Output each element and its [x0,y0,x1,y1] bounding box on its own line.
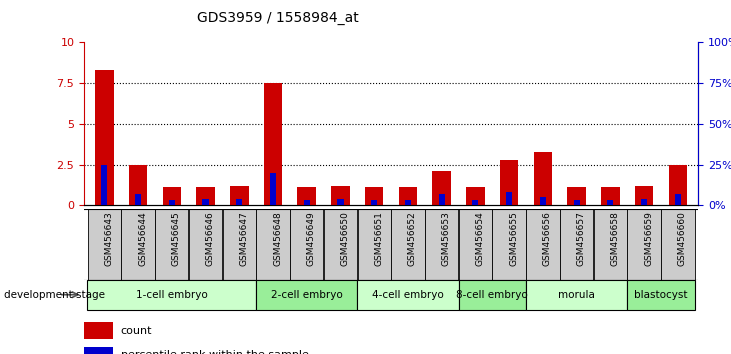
FancyBboxPatch shape [526,280,627,310]
FancyBboxPatch shape [357,280,458,310]
FancyBboxPatch shape [458,280,526,310]
FancyBboxPatch shape [627,280,694,310]
Bar [635,186,654,205]
Bar [466,187,485,205]
Bar [371,200,377,205]
Bar [675,194,681,205]
FancyBboxPatch shape [459,209,492,280]
Text: GSM456653: GSM456653 [442,211,451,266]
Text: GDS3959 / 1558984_at: GDS3959 / 1558984_at [197,11,359,25]
Bar [202,199,208,205]
Text: 1-cell embryo: 1-cell embryo [136,290,208,300]
FancyBboxPatch shape [391,209,425,280]
FancyBboxPatch shape [121,209,155,280]
FancyBboxPatch shape [88,280,256,310]
FancyBboxPatch shape [189,209,222,280]
FancyBboxPatch shape [155,209,189,280]
Text: GSM456647: GSM456647 [239,211,249,266]
Text: GSM456646: GSM456646 [205,211,214,266]
Bar [264,83,282,205]
Text: GSM456644: GSM456644 [138,211,147,266]
Text: development stage: development stage [4,290,105,300]
Bar [162,187,181,205]
Bar [338,199,344,205]
FancyBboxPatch shape [357,209,391,280]
Text: GSM456659: GSM456659 [644,211,653,266]
Text: GSM456656: GSM456656 [543,211,552,266]
Text: GSM456655: GSM456655 [510,211,518,266]
Bar [95,70,113,205]
Bar [135,194,141,205]
Text: 8-cell embryo: 8-cell embryo [456,290,529,300]
Bar [236,199,242,205]
FancyBboxPatch shape [324,209,357,280]
Text: morula: morula [558,290,595,300]
FancyBboxPatch shape [493,209,526,280]
Bar [433,171,451,205]
Bar [298,187,316,205]
Bar [574,200,580,205]
Bar [500,160,518,205]
Bar [506,192,512,205]
Text: GSM456645: GSM456645 [172,211,181,266]
FancyBboxPatch shape [526,209,560,280]
FancyBboxPatch shape [627,209,661,280]
FancyBboxPatch shape [256,280,357,310]
Bar [102,165,107,205]
Bar [472,200,479,205]
Text: GSM456658: GSM456658 [610,211,619,266]
Bar [365,187,384,205]
Text: GSM456649: GSM456649 [307,211,316,266]
Text: 4-cell embryo: 4-cell embryo [372,290,444,300]
Text: blastocyst: blastocyst [635,290,688,300]
Text: GSM456654: GSM456654 [475,211,485,266]
Bar [169,200,175,205]
FancyBboxPatch shape [425,209,458,280]
Bar [567,187,586,205]
Bar [270,173,276,205]
Bar [398,187,417,205]
Bar [439,194,444,205]
FancyBboxPatch shape [661,209,694,280]
Bar [129,165,148,205]
Text: GSM456651: GSM456651 [374,211,383,266]
Text: GSM456657: GSM456657 [577,211,586,266]
FancyBboxPatch shape [290,209,323,280]
Bar [534,152,552,205]
Bar [540,197,546,205]
Text: GSM456648: GSM456648 [273,211,282,266]
Bar [230,186,249,205]
FancyBboxPatch shape [594,209,627,280]
FancyBboxPatch shape [88,209,121,280]
Text: percentile rank within the sample: percentile rank within the sample [121,350,308,354]
Bar [196,187,215,205]
Bar [641,199,647,205]
Text: GSM456650: GSM456650 [341,211,349,266]
Text: 2-cell embryo: 2-cell embryo [271,290,343,300]
FancyBboxPatch shape [560,209,594,280]
FancyBboxPatch shape [257,209,289,280]
Text: count: count [121,326,152,336]
Bar [607,200,613,205]
Bar [405,200,411,205]
Bar [601,187,620,205]
Bar [84,347,113,354]
Text: GSM456660: GSM456660 [678,211,687,266]
Text: GSM456652: GSM456652 [408,211,417,266]
Bar [84,322,113,339]
FancyBboxPatch shape [222,209,256,280]
Bar [303,200,310,205]
Bar [669,165,687,205]
Bar [331,186,349,205]
Text: GSM456643: GSM456643 [105,211,113,266]
